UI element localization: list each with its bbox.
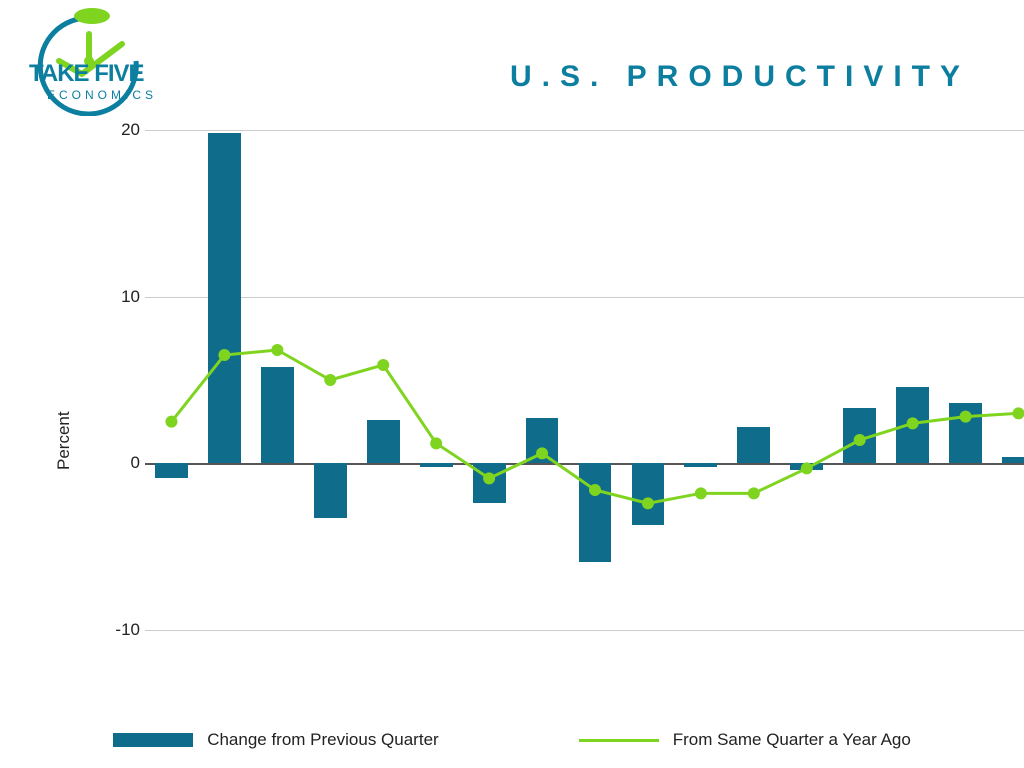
page: { "logo": { "text_main": "TAKE FIVE", "t…	[0, 0, 1024, 768]
legend-swatch-line	[579, 739, 659, 742]
line-marker	[854, 434, 866, 446]
line-marker	[801, 462, 813, 474]
plot-area	[145, 130, 1024, 630]
legend-item-bar: Change from Previous Quarter	[113, 730, 439, 750]
line-marker	[589, 484, 601, 496]
line-marker	[271, 344, 283, 356]
line-marker	[165, 416, 177, 428]
chart-legend: Change from Previous Quarter From Same Q…	[0, 720, 1024, 760]
line-overlay	[145, 130, 1024, 630]
y-axis-label: Percent	[54, 411, 74, 470]
svg-text:TAKE FIVE: TAKE FIVE	[29, 60, 145, 87]
y-tick-label: 0	[100, 453, 140, 473]
line-marker	[324, 374, 336, 386]
line-marker	[642, 497, 654, 509]
legend-label-bar: Change from Previous Quarter	[207, 730, 439, 750]
y-tick-label: -10	[100, 620, 140, 640]
line-marker	[748, 487, 760, 499]
line-marker	[430, 437, 442, 449]
y-tick-label: 10	[100, 287, 140, 307]
legend-label-line: From Same Quarter a Year Ago	[673, 730, 911, 750]
y-tick-label: 20	[100, 120, 140, 140]
line-marker	[483, 472, 495, 484]
productivity-chart: Percent -1001020	[40, 130, 1000, 690]
line-series	[171, 350, 1018, 503]
svg-text:ECONOMICS: ECONOMICS	[47, 88, 157, 102]
legend-swatch-bar	[113, 733, 193, 747]
line-marker	[695, 487, 707, 499]
line-marker	[536, 447, 548, 459]
line-marker	[960, 411, 972, 423]
line-marker	[218, 349, 230, 361]
line-marker	[1013, 407, 1024, 419]
page-title: U.S. PRODUCTIVITY	[470, 60, 1010, 94]
gridline	[145, 630, 1024, 631]
line-marker	[907, 417, 919, 429]
legend-item-line: From Same Quarter a Year Ago	[579, 730, 911, 750]
brand-logo: TAKE FIVE ECONOMICS	[4, 6, 174, 116]
line-marker	[377, 359, 389, 371]
